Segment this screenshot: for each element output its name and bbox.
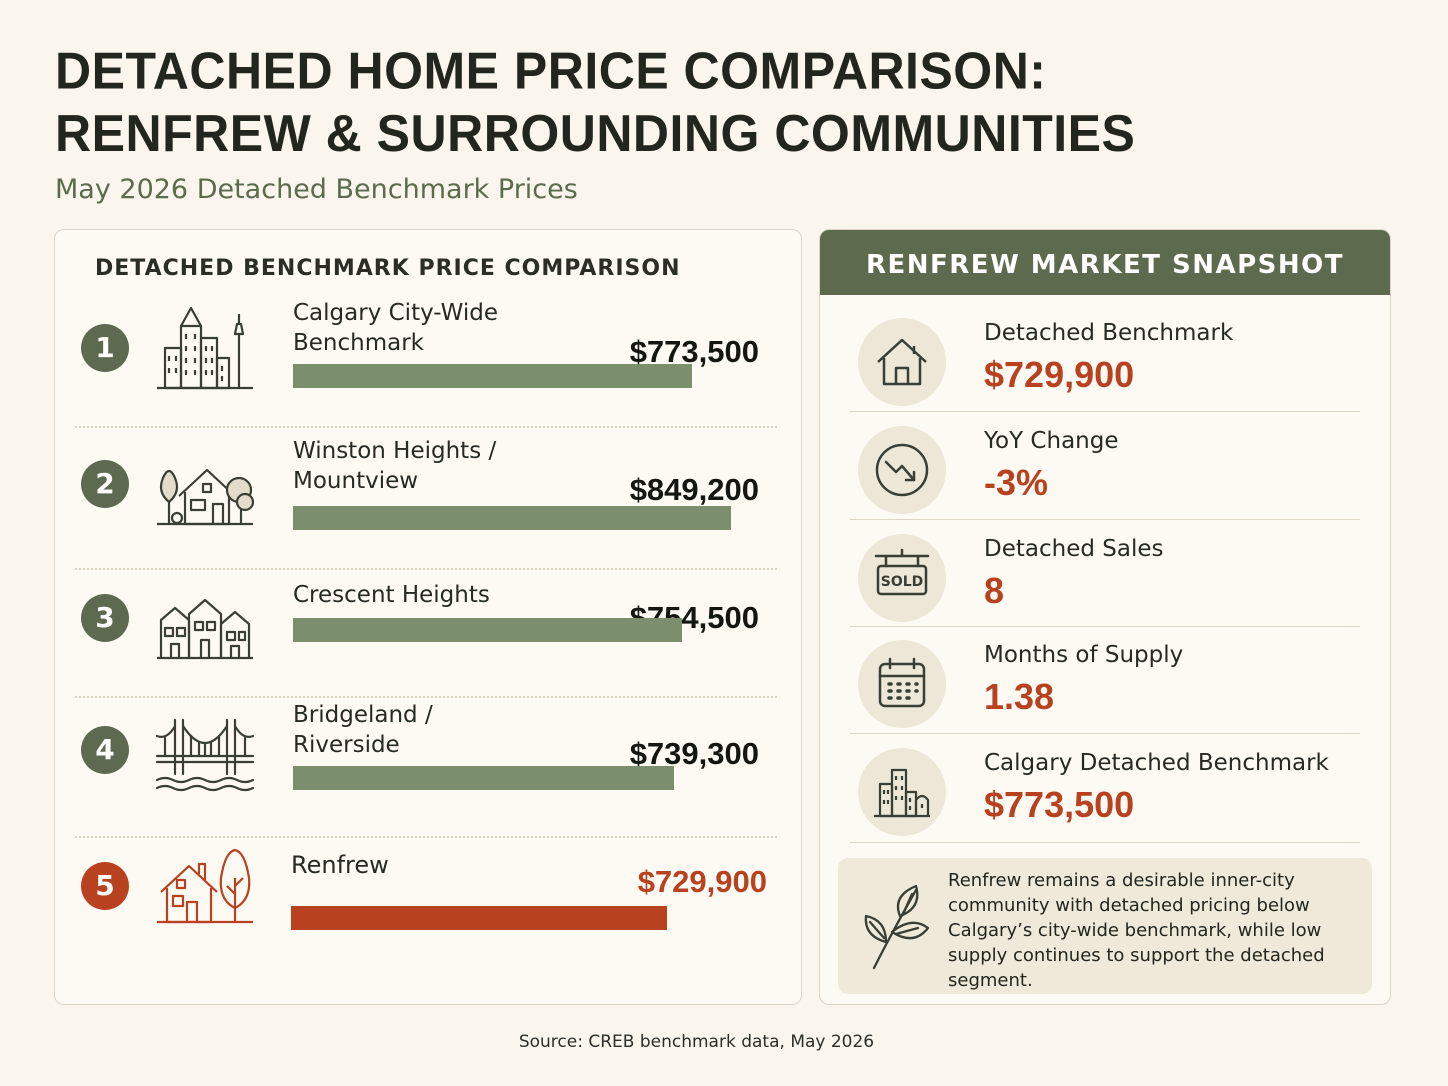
- bar: [291, 906, 667, 930]
- buildings-icon: [858, 748, 946, 836]
- bar-label: Crescent Heights: [293, 580, 593, 610]
- metric-value: 8: [984, 570, 1005, 611]
- bar-track: [293, 766, 753, 790]
- data-label: $849,200: [629, 472, 759, 507]
- title-line-1: DETACHED HOME PRICE COMPARISON:: [55, 41, 1047, 100]
- sold-sign-text: SOLD: [881, 574, 924, 590]
- bridge-icon: [155, 706, 255, 796]
- row-divider: [75, 568, 777, 570]
- bar-label: Bridgeland / Riverside: [293, 700, 593, 760]
- bar-track: [291, 906, 751, 930]
- comparison-heading: DETACHED BENCHMARK PRICE COMPARISON: [95, 256, 681, 281]
- rank-badge: 4: [81, 726, 129, 774]
- page-title: DETACHED HOME PRICE COMPARISON: RENFREW …: [55, 40, 1395, 165]
- comparison-panel: DETACHED BENCHMARK PRICE COMPARISON 1 Cal…: [54, 229, 802, 1005]
- divider: [850, 626, 1360, 627]
- snapshot-heading: RENFREW MARKET SNAPSHOT: [820, 230, 1390, 295]
- metric-value: 1.38: [984, 676, 1055, 717]
- divider: [850, 733, 1360, 734]
- rank-badge: 5: [81, 862, 129, 910]
- bar-label-line: Benchmark: [293, 330, 425, 356]
- metric-value: -3%: [984, 462, 1049, 503]
- bar-label-line: Bridgeland /: [293, 702, 433, 728]
- bar-label-line: Mountview: [293, 468, 419, 494]
- snapshot-panel: RENFREW MARKET SNAPSHOT Detached Benchma…: [819, 229, 1391, 1005]
- metric-detached-benchmark: Detached Benchmark $729,900: [850, 308, 1360, 414]
- chart-row: 4 Bridgeland / Riverside $739,300: [75, 702, 777, 820]
- rank-badge: 1: [81, 324, 129, 372]
- rank-badge: 3: [81, 594, 129, 642]
- metric-calgary-benchmark: Calgary Detached Benchmark $773,500: [850, 738, 1360, 844]
- title-line-2: RENFREW & SURROUNDING COMMUNITIES: [55, 104, 1136, 163]
- city-skyline-icon: [155, 304, 255, 394]
- sold-sign-icon: SOLD: [858, 534, 946, 622]
- metric-label: Months of Supply: [984, 642, 1184, 668]
- bar-label-line: Crescent Heights: [293, 582, 490, 608]
- page-subtitle: May 2026 Detached Benchmark Prices: [55, 174, 578, 205]
- row-houses-icon: [155, 574, 255, 664]
- chart-row: 1 Calgary City-Wide Benchmark $773,500: [75, 300, 777, 418]
- metric-label: Detached Sales: [984, 536, 1164, 562]
- chart-row: 2 Winston Heights / Mountview $849,200: [75, 438, 777, 554]
- row-divider: [75, 426, 777, 428]
- house-tree-icon: [155, 838, 255, 928]
- row-divider: [75, 836, 777, 838]
- data-label: $773,500: [629, 334, 759, 369]
- chart-row: 3 Crescent Heights $754,500: [75, 578, 777, 688]
- house-trees-icon: [155, 440, 255, 530]
- metric-yoy-change: YoY Change -3%: [850, 416, 1360, 522]
- bar: [293, 364, 692, 388]
- bar: [293, 766, 674, 790]
- chart-row: 5 Renfrew $729,900: [75, 842, 777, 952]
- metric-months-of-supply: Months of Supply 1.38: [850, 630, 1360, 736]
- metric-value: $773,500: [984, 784, 1135, 825]
- bar-track: [293, 506, 753, 530]
- bar-label: Calgary City-Wide Benchmark: [293, 298, 593, 358]
- note-text: Renfrew remains a desirable inner-city c…: [948, 870, 1325, 991]
- row-divider: [75, 696, 777, 698]
- metric-label: YoY Change: [984, 428, 1119, 454]
- divider: [850, 842, 1360, 843]
- bar-label-line: Calgary City-Wide: [293, 300, 499, 326]
- bar: [293, 618, 682, 642]
- metric-detached-sales: SOLD Detached Sales 8: [850, 524, 1360, 630]
- bar-track: [293, 618, 753, 642]
- metric-label: Calgary Detached Benchmark: [984, 750, 1329, 776]
- rank-badge: 2: [81, 460, 129, 508]
- calendar-icon: [858, 640, 946, 728]
- bar-label-line: Riverside: [293, 732, 400, 758]
- bar-label-line: Renfrew: [291, 851, 389, 879]
- snapshot-note: Renfrew remains a desirable inner-city c…: [838, 858, 1372, 994]
- bar-track: [293, 364, 753, 388]
- divider: [850, 411, 1360, 412]
- trend-down-icon: [858, 426, 946, 514]
- bar: [293, 506, 731, 530]
- bar-label-line: Winston Heights /: [293, 438, 497, 464]
- bar-label: Renfrew: [291, 850, 591, 880]
- leaf-icon: [864, 884, 930, 970]
- house-icon: [858, 318, 946, 406]
- data-label: $739,300: [629, 736, 759, 771]
- metric-value: $729,900: [984, 354, 1135, 395]
- bar-label: Winston Heights / Mountview: [293, 436, 593, 496]
- divider: [850, 519, 1360, 520]
- metric-label: Detached Benchmark: [984, 320, 1234, 346]
- data-label: $729,900: [637, 864, 767, 899]
- source-note: Source: CREB benchmark data, May 2026: [518, 1032, 875, 1052]
